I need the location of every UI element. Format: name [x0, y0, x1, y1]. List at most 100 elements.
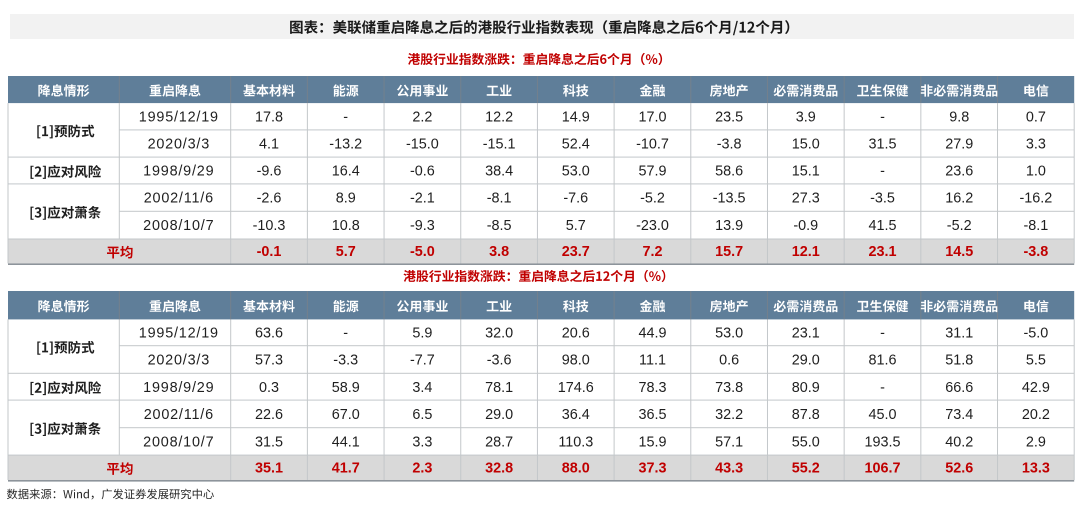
- svg-text:-10.3: -10.3: [253, 218, 286, 234]
- svg-text:12.2: 12.2: [485, 110, 513, 126]
- svg-text:8.9: 8.9: [336, 191, 356, 207]
- svg-text:27.3: 27.3: [792, 191, 820, 207]
- svg-text:14.9: 14.9: [562, 110, 590, 126]
- svg-text:22.6: 22.6: [255, 407, 283, 423]
- svg-text:9.8: 9.8: [949, 110, 969, 126]
- svg-text:3.3: 3.3: [1026, 137, 1046, 153]
- svg-text:-2.6: -2.6: [257, 191, 282, 207]
- svg-text:11.1: 11.1: [639, 353, 666, 369]
- svg-text:23.5: 23.5: [715, 110, 743, 126]
- svg-text:-: -: [880, 326, 885, 342]
- svg-text:-3.5: -3.5: [870, 191, 895, 207]
- svg-text:106.7: 106.7: [864, 461, 900, 477]
- svg-text:44.9: 44.9: [638, 326, 666, 342]
- svg-text:-5.2: -5.2: [947, 218, 972, 234]
- svg-text:-0.9: -0.9: [793, 218, 818, 234]
- svg-text:110.3: 110.3: [558, 434, 593, 450]
- svg-text:2020/3/3: 2020/3/3: [148, 353, 210, 369]
- svg-text:-16.2: -16.2: [1019, 191, 1052, 207]
- svg-text:-8.1: -8.1: [1023, 218, 1048, 234]
- svg-text:15.9: 15.9: [638, 434, 666, 450]
- svg-text:-3.3: -3.3: [333, 353, 358, 369]
- svg-text:-: -: [343, 110, 348, 126]
- svg-text:38.4: 38.4: [485, 164, 513, 180]
- svg-text:5.9: 5.9: [412, 326, 432, 342]
- svg-text:14.5: 14.5: [945, 244, 973, 260]
- svg-text:-9.6: -9.6: [257, 164, 282, 180]
- svg-text:0.6: 0.6: [719, 353, 739, 369]
- svg-text:73.4: 73.4: [945, 407, 973, 423]
- svg-text:2.2: 2.2: [412, 110, 432, 126]
- svg-text:73.8: 73.8: [715, 380, 743, 396]
- svg-text:-0.6: -0.6: [410, 164, 435, 180]
- svg-text:32.2: 32.2: [715, 407, 743, 423]
- svg-text:-7.6: -7.6: [563, 191, 588, 207]
- svg-text:7.2: 7.2: [642, 244, 662, 260]
- svg-text:-8.5: -8.5: [487, 218, 512, 234]
- svg-text:23.1: 23.1: [868, 244, 896, 260]
- svg-text:32.8: 32.8: [485, 461, 513, 477]
- svg-text:63.6: 63.6: [255, 326, 283, 342]
- svg-text:29.0: 29.0: [792, 353, 820, 369]
- svg-text:-13.5: -13.5: [713, 191, 746, 207]
- svg-text:-13.2: -13.2: [329, 137, 362, 153]
- svg-text:-15.0: -15.0: [406, 137, 439, 153]
- svg-text:16.2: 16.2: [945, 191, 973, 207]
- svg-text:-5.0: -5.0: [1023, 326, 1048, 342]
- svg-text:193.5: 193.5: [864, 434, 900, 450]
- svg-text:-0.1: -0.1: [257, 244, 282, 260]
- svg-text:35.1: 35.1: [255, 461, 283, 477]
- svg-text:3.9: 3.9: [796, 110, 816, 126]
- svg-text:43.3: 43.3: [715, 461, 743, 477]
- svg-text:53.0: 53.0: [562, 164, 590, 180]
- svg-text:2008/10/7: 2008/10/7: [143, 434, 214, 450]
- svg-text:29.0: 29.0: [485, 407, 513, 423]
- svg-text:51.8: 51.8: [945, 353, 973, 369]
- svg-text:45.0: 45.0: [868, 407, 896, 423]
- svg-text:23.7: 23.7: [562, 244, 590, 260]
- svg-text:1998/9/29: 1998/9/29: [143, 380, 214, 396]
- svg-text:78.1: 78.1: [485, 380, 513, 396]
- svg-text:2002/11/6: 2002/11/6: [144, 191, 214, 207]
- svg-text:-3.8: -3.8: [1023, 244, 1048, 260]
- svg-text:57.3: 57.3: [255, 353, 283, 369]
- svg-text:3.4: 3.4: [412, 380, 432, 396]
- svg-text:4.1: 4.1: [259, 137, 279, 153]
- svg-text:42.9: 42.9: [1022, 380, 1050, 396]
- svg-text:87.8: 87.8: [792, 407, 820, 423]
- svg-text:81.6: 81.6: [868, 353, 896, 369]
- svg-text:17.0: 17.0: [638, 110, 666, 126]
- svg-text:28.7: 28.7: [485, 434, 513, 450]
- svg-text:2008/10/7: 2008/10/7: [143, 218, 214, 234]
- svg-text:3.8: 3.8: [489, 244, 509, 260]
- svg-text:31.5: 31.5: [255, 434, 283, 450]
- svg-text:10.8: 10.8: [332, 218, 360, 234]
- svg-text:-10.7: -10.7: [636, 137, 669, 153]
- svg-text:57.1: 57.1: [715, 434, 743, 450]
- svg-text:66.6: 66.6: [945, 380, 973, 396]
- svg-text:53.0: 53.0: [715, 326, 743, 342]
- svg-text:58.9: 58.9: [332, 380, 360, 396]
- svg-text:57.9: 57.9: [638, 164, 666, 180]
- svg-text:-15.1: -15.1: [483, 137, 516, 153]
- svg-text:2020/3/3: 2020/3/3: [148, 137, 210, 153]
- svg-text:88.0: 88.0: [562, 461, 590, 477]
- svg-text:-: -: [343, 326, 348, 342]
- svg-text:2.9: 2.9: [1026, 434, 1046, 450]
- svg-text:-5.2: -5.2: [640, 191, 665, 207]
- svg-text:31.1: 31.1: [945, 326, 973, 342]
- svg-text:2.3: 2.3: [412, 461, 432, 477]
- svg-text:15.0: 15.0: [792, 137, 820, 153]
- svg-text:5.5: 5.5: [1026, 353, 1046, 369]
- svg-text:58.6: 58.6: [715, 164, 743, 180]
- svg-text:-5.0: -5.0: [410, 244, 435, 260]
- svg-text:13.9: 13.9: [715, 218, 743, 234]
- svg-text:5.7: 5.7: [566, 218, 586, 234]
- svg-text:37.3: 37.3: [638, 461, 666, 477]
- svg-text:20.6: 20.6: [562, 326, 590, 342]
- svg-text:2002/11/6: 2002/11/6: [144, 407, 214, 423]
- svg-text:0.7: 0.7: [1026, 110, 1046, 126]
- svg-text:36.4: 36.4: [562, 407, 590, 423]
- svg-text:36.5: 36.5: [638, 407, 666, 423]
- svg-text:31.5: 31.5: [868, 137, 896, 153]
